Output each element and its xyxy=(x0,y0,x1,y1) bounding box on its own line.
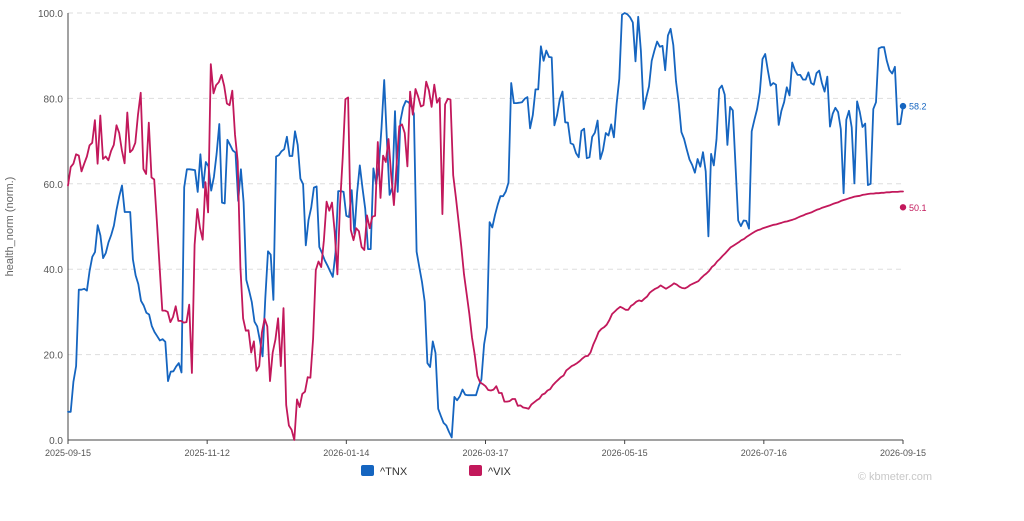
axes: 0.0 20.0 40.0 60.0 80.0 100.0 2025-09-15 2025-1… xyxy=(4,9,926,458)
watermark: © kbmeter.com xyxy=(857,471,932,483)
legend-label: ^TNX xyxy=(380,466,408,478)
end-value-label: 50.1 xyxy=(909,203,927,213)
end-point-marker xyxy=(899,102,907,110)
legend[interactable]: ^TNX ^VIX xyxy=(361,465,512,478)
series-line-2 xyxy=(67,63,904,441)
x-tick-label: 2026-03-17 xyxy=(462,448,508,458)
gridlines xyxy=(68,12,903,356)
y-axis-title: health_norm (norm.) xyxy=(4,177,16,277)
y-tick-label: 0.0 xyxy=(49,436,63,447)
legend-swatch xyxy=(361,465,374,476)
legend-item-1[interactable]: ^TNX xyxy=(361,465,408,478)
legend-swatch xyxy=(469,465,482,476)
series-lines xyxy=(67,12,904,441)
y-tick-label: 100.0 xyxy=(38,9,63,20)
y-tick-label: 40.0 xyxy=(44,265,64,276)
y-tick-label: 80.0 xyxy=(44,94,64,105)
y-tick-label: 60.0 xyxy=(44,180,64,191)
x-tick-label: 2026-09-15 xyxy=(880,448,926,458)
x-tick-label: 2026-07-16 xyxy=(741,448,787,458)
legend-item-2[interactable]: ^VIX xyxy=(469,465,512,478)
end-value-label: 58.2 xyxy=(909,102,927,112)
series-line-1 xyxy=(67,12,904,439)
y-tick-label: 20.0 xyxy=(44,351,64,362)
x-tick-label: 2025-09-15 xyxy=(45,448,91,458)
x-tick-label: 2026-05-15 xyxy=(602,448,648,458)
end-point-marker xyxy=(899,204,907,211)
legend-label: ^VIX xyxy=(488,466,512,478)
x-tick-label: 2025-11-12 xyxy=(184,448,229,458)
x-tick-label: 2026-01-14 xyxy=(323,448,369,458)
end-labels: 58.2 50.1 xyxy=(899,102,927,213)
